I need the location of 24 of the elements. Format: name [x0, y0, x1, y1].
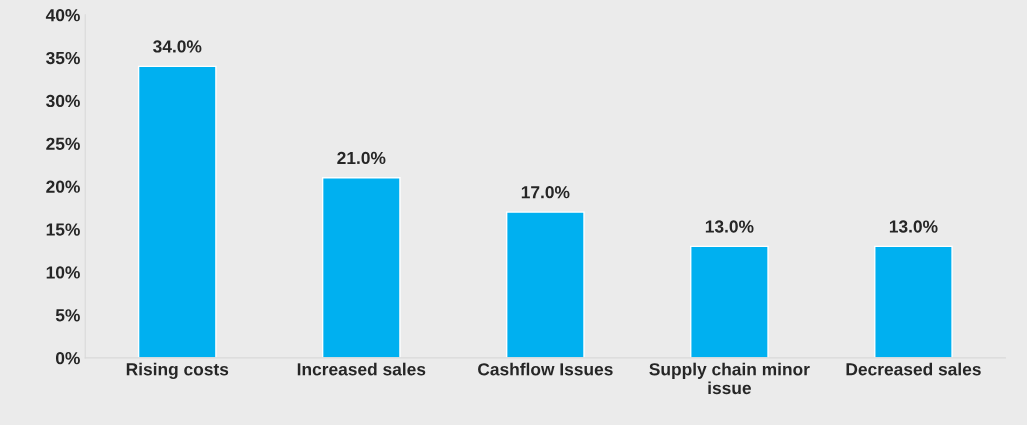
y-tick-label: 15% [46, 223, 80, 236]
y-tick-label: 35% [46, 51, 80, 65]
data-label: 21.0% [337, 151, 386, 165]
bar [505, 211, 585, 358]
x-tick-label: Decreased sales [846, 362, 981, 376]
bar [874, 245, 953, 358]
data-label: 34.0% [153, 40, 202, 53]
y-tick-label: 0% [55, 352, 80, 365]
y-tick-label: 5% [55, 309, 80, 322]
y-tick-label: 30% [46, 94, 80, 108]
y-tick-label: 20% [46, 180, 80, 193]
y-tick-label: 25% [46, 137, 80, 150]
x-tick-label: Rising costs [126, 362, 229, 379]
y-tick-label: 40% [45, 9, 80, 22]
bar [321, 177, 401, 358]
bar [690, 245, 769, 358]
bar [137, 65, 217, 358]
data-label: 13.0% [705, 220, 754, 233]
x-tick-label: Supply chain minor issue [649, 362, 810, 395]
data-label: 13.0% [889, 220, 938, 233]
y-tick-label: 10% [46, 266, 80, 279]
x-tick-label: Increased sales [297, 362, 426, 376]
data-label: 17.0% [521, 186, 570, 199]
x-tick-label: Cashflow Issues [478, 362, 613, 376]
